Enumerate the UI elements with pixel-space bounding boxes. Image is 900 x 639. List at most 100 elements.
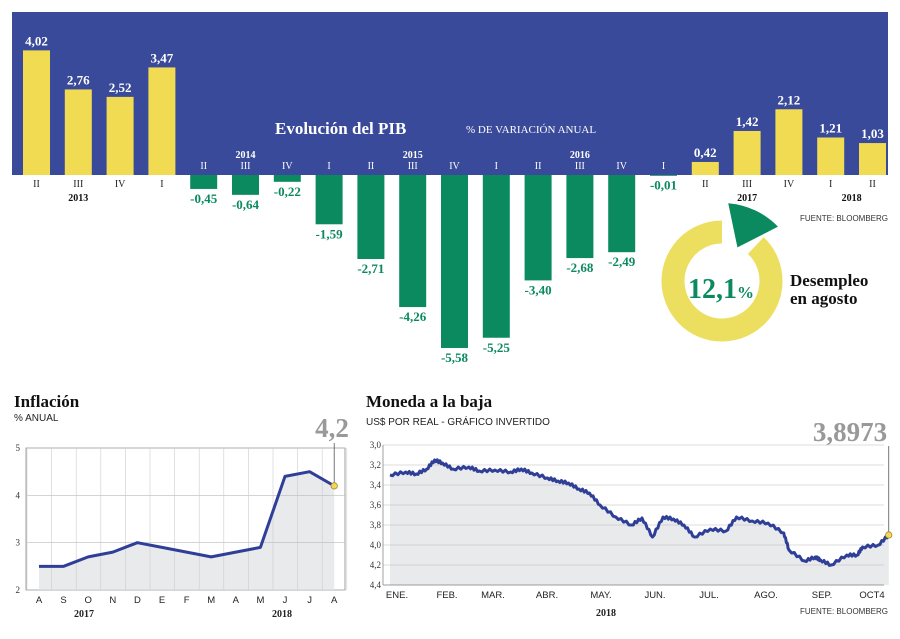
inflation-last-value: 4,2	[315, 413, 349, 443]
gdp-year-label: 2018	[842, 193, 862, 204]
inflation-xtick-label: M	[256, 595, 264, 606]
gdp-bar	[691, 161, 719, 175]
gdp-subtitle: % DE VARIACIÓN ANUAL	[466, 124, 596, 136]
inflation-xtick-label: D	[134, 595, 141, 606]
unemployment-wedge	[728, 203, 778, 248]
inflation-xtick-label: S	[60, 595, 66, 606]
currency-xtick-label: SEP.	[812, 590, 832, 601]
currency-ytick-label: 4,0	[370, 540, 382, 550]
gdp-value-label: 3,47	[151, 50, 174, 65]
currency-last-value: 3,8973	[813, 417, 887, 447]
gdp-bar	[524, 175, 552, 281]
gdp-bar	[608, 175, 636, 253]
gdp-source: FUENTE: BLOOMBERG	[800, 214, 888, 223]
inflation-ytick-label: 4	[16, 490, 21, 500]
gdp-bar	[357, 175, 385, 260]
gdp-quarter-label: I	[327, 161, 330, 172]
inflation-ytick-label: 3	[16, 538, 21, 548]
gdp-value-label: -2,49	[608, 254, 636, 269]
currency-xtick-label: MAY.	[590, 590, 611, 601]
gdp-value-label: -0,45	[190, 191, 218, 206]
gdp-year-label: 2016	[570, 150, 590, 161]
gdp-value-label: -0,01	[650, 177, 677, 192]
gdp-quarter-label: II	[869, 179, 876, 190]
gdp-bar	[23, 50, 50, 175]
currency-ytick-label: 3,8	[370, 520, 382, 530]
gdp-quarter-label: I	[160, 179, 163, 190]
inflation-year-label: 2018	[272, 609, 292, 620]
inflation-xtick-label: A	[36, 595, 43, 606]
inflation-area	[39, 471, 335, 590]
gdp-value-label: -4,26	[399, 309, 427, 324]
gdp-bar	[232, 175, 259, 195]
gdp-quarter-label: III	[575, 161, 585, 172]
gdp-value-label: 1,21	[819, 120, 842, 135]
gdp-bar	[817, 137, 845, 175]
inflation-last-point	[330, 482, 338, 490]
gdp-value-label: -5,58	[441, 350, 469, 365]
unemployment-label-1: Desempleo	[790, 271, 868, 290]
currency-ytick-label: 3,0	[370, 440, 382, 450]
currency-ytick-label: 3,2	[370, 460, 381, 470]
gdp-year-label: 2015	[403, 150, 423, 161]
inflation-xtick-label: E	[159, 595, 165, 606]
inflation-chart: Inflación % ANUAL 4,2 2 3 4 5 A S O N D E F M A M J J A 2…	[14, 392, 349, 620]
currency-last-point	[885, 531, 893, 539]
currency-ytick-label: 3,4	[370, 480, 382, 490]
gdp-value-label: -0,64	[232, 197, 260, 212]
gdp-value-label: 1,42	[736, 114, 759, 129]
currency-line	[389, 458, 891, 567]
gdp-bar	[106, 96, 134, 175]
inflation-xtick-label: J	[307, 595, 312, 606]
inflation-subtitle: % ANUAL	[14, 413, 59, 424]
currency-ytick-label: 3,6	[370, 500, 382, 510]
inflation-title: Inflación	[14, 392, 80, 411]
gdp-quarter-label: III	[73, 179, 83, 190]
gdp-quarter-label: IV	[784, 179, 795, 190]
gdp-quarter-label: IV	[282, 161, 293, 172]
currency-xtick-label: OCT4	[859, 590, 884, 601]
gdp-bar	[64, 89, 92, 175]
gdp-year-label: 2014	[236, 150, 256, 161]
inflation-xtick-label: A	[331, 595, 338, 606]
gdp-chart: 4,02II2,76III2,52IV3,47I-0,45II-0,64III-…	[12, 12, 888, 365]
inflation-xtick-label: N	[109, 595, 116, 606]
gdp-value-label: -1,59	[316, 226, 344, 241]
gdp-value-label: 0,42	[694, 145, 717, 160]
gdp-value-label: -5,25	[483, 340, 511, 355]
currency-ytick-label: 4,4	[370, 580, 382, 590]
currency-source: FUENTE: BLOOMBERG	[800, 607, 888, 616]
currency-xtick-label: ENE.	[386, 590, 408, 601]
currency-subtitle: US$ POR REAL - GRÁFICO INVERTIDO	[366, 415, 550, 428]
gdp-value-label: -2,68	[566, 260, 594, 275]
unemployment-ring	[661, 220, 783, 342]
gdp-value-label: 4,02	[25, 33, 48, 48]
unemployment-gauge: 12,1% Desempleo en agosto	[661, 203, 868, 342]
gdp-quarter-label: II	[535, 161, 542, 172]
unemployment-value: 12,1%	[688, 274, 754, 305]
currency-ytick-label: 4,2	[370, 560, 381, 570]
gdp-quarter-label: II	[368, 161, 375, 172]
inflation-year-label: 2017	[74, 609, 94, 620]
gdp-bar	[315, 175, 343, 225]
gdp-quarter-label: IV	[115, 179, 126, 190]
gdp-value-label: 2,12	[778, 92, 801, 107]
currency-xtick-label: FEB.	[436, 590, 457, 601]
currency-title: Moneda a la baja	[366, 392, 493, 411]
gdp-bar	[733, 130, 761, 175]
unemployment-label-2: en agosto	[790, 289, 858, 308]
currency-xtick-label: JUL.	[699, 590, 719, 601]
currency-xtick-label: MAR.	[481, 590, 505, 601]
inflation-ytick-label: 5	[16, 443, 21, 453]
inflation-line	[39, 470, 335, 568]
currency-xtick-label: JUN.	[644, 590, 665, 601]
inflation-xtick-label: O	[85, 595, 92, 606]
gdp-bar	[775, 109, 803, 175]
gdp-value-label: -2,71	[357, 261, 384, 276]
gdp-bar	[482, 175, 510, 338]
gdp-bar	[273, 175, 301, 182]
gdp-value-label: 2,76	[67, 72, 90, 87]
gdp-quarter-label: III	[742, 179, 752, 190]
gdp-quarter-label: II	[200, 161, 207, 172]
